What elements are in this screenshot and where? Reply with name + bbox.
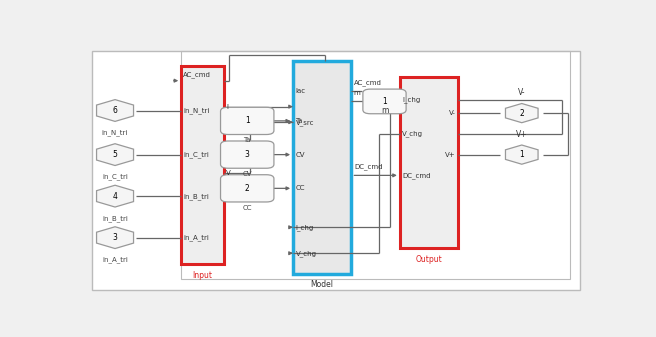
Text: in_A_tri: in_A_tri: [184, 234, 209, 241]
Text: V-: V-: [449, 110, 456, 116]
Polygon shape: [506, 145, 538, 164]
Text: I_chg: I_chg: [296, 224, 314, 231]
Text: 4: 4: [113, 192, 117, 201]
FancyBboxPatch shape: [181, 66, 224, 264]
Polygon shape: [96, 227, 134, 249]
Text: Iac: Iac: [296, 88, 306, 94]
Text: V_chg: V_chg: [402, 130, 423, 137]
Text: V+: V+: [516, 129, 527, 139]
Text: 2: 2: [245, 184, 249, 193]
Text: 1: 1: [382, 97, 387, 106]
Text: V-: V-: [518, 88, 525, 97]
FancyBboxPatch shape: [400, 77, 458, 248]
Text: 3: 3: [245, 150, 250, 159]
Text: in_A_tri: in_A_tri: [102, 256, 128, 263]
Text: AC_cmd: AC_cmd: [182, 71, 211, 78]
Text: in_C_tri: in_C_tri: [102, 173, 128, 180]
Text: DC_cmd: DC_cmd: [402, 172, 431, 179]
Text: DC_cmd: DC_cmd: [354, 163, 382, 170]
Text: 1: 1: [520, 150, 524, 159]
Polygon shape: [506, 103, 538, 123]
Text: 6: 6: [113, 106, 117, 115]
Text: V_chg: V_chg: [296, 250, 317, 256]
FancyBboxPatch shape: [220, 141, 274, 168]
Text: AC_cmd: AC_cmd: [354, 79, 382, 86]
Text: CV: CV: [243, 171, 252, 177]
Text: Output: Output: [416, 254, 442, 264]
Text: in_C_tri: in_C_tri: [184, 151, 209, 158]
Text: Ta: Ta: [296, 118, 303, 124]
Text: 1: 1: [245, 116, 249, 125]
Text: V: V: [226, 170, 231, 176]
FancyBboxPatch shape: [293, 61, 352, 274]
FancyBboxPatch shape: [220, 175, 274, 202]
Text: in_N_tri: in_N_tri: [102, 129, 128, 136]
Text: I_chg: I_chg: [402, 97, 420, 103]
Text: 3: 3: [113, 233, 117, 242]
Text: CV: CV: [296, 152, 305, 158]
Text: V+: V+: [445, 152, 456, 158]
Text: Model: Model: [311, 280, 334, 289]
Polygon shape: [96, 185, 134, 207]
Text: CC: CC: [296, 185, 305, 191]
Text: in_B_tri: in_B_tri: [184, 193, 209, 200]
Text: in_B_tri: in_B_tri: [102, 215, 128, 221]
Text: in_N_tri: in_N_tri: [184, 107, 210, 114]
FancyBboxPatch shape: [92, 51, 580, 289]
Text: m: m: [353, 90, 359, 96]
Text: m: m: [381, 106, 388, 115]
FancyBboxPatch shape: [363, 89, 406, 114]
Text: Input: Input: [193, 271, 213, 280]
Text: I: I: [226, 103, 228, 110]
Text: Ta: Ta: [243, 137, 251, 143]
Text: CC: CC: [243, 205, 252, 211]
Polygon shape: [96, 144, 134, 165]
Text: 2: 2: [520, 109, 524, 118]
Polygon shape: [96, 100, 134, 121]
Text: V_src: V_src: [296, 119, 314, 126]
Text: 5: 5: [113, 150, 117, 159]
FancyBboxPatch shape: [220, 107, 274, 134]
